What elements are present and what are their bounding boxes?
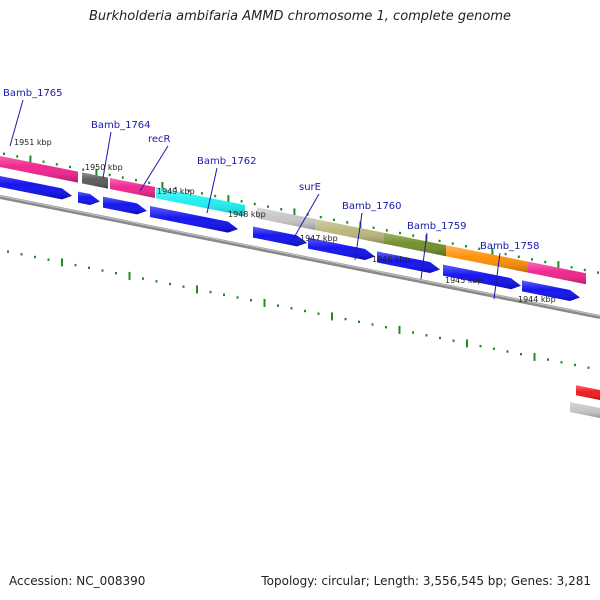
cds-track [0,175,580,301]
leader-line [354,212,363,261]
kbp-label: 1946 kbp [372,255,410,264]
gene-label: surE [299,182,321,193]
gene-label: Bamb_1760 [342,201,402,212]
leader-line [493,252,501,300]
genome-summary-text: Topology: circular; Length: 3,556,545 bp… [261,574,591,588]
kbp-label: 1947 kbp [300,234,338,243]
gene-labels: Bamb_1765 Bamb_1764 recR Bamb_1762 surE Bamb_… [3,88,540,252]
gene-block [384,232,446,257]
gene-track [0,156,600,418]
leader-line [420,232,428,280]
kbp-label: 1950 kbp [85,163,123,172]
gene-label: Bamb_1762 [197,156,257,167]
label-leader-lines [9,99,501,300]
gene-block [528,261,586,285]
gene-block [0,156,78,183]
cds-arrow [78,191,100,205]
gene-label: Bamb_1758 [480,241,540,252]
cds-arrow [0,175,72,200]
map-title: Burkholderia ambifaria AMMD chromosome 1… [88,9,512,24]
gene-label: Bamb_1759 [407,221,467,232]
leader-line [139,145,169,192]
gene-block [110,178,155,198]
kbp-label: 1948 kbp [228,210,266,219]
gene-block [315,219,384,244]
cds-arrow [103,196,147,215]
kbp-label: 1945 kbp [445,276,483,285]
gene-block [82,172,108,189]
gene-block [446,245,528,273]
leader-line [9,99,24,147]
leader-line [102,131,112,179]
leader-line [291,193,320,242]
cds-arrow [377,251,440,273]
cds-arrow [150,206,238,233]
gene-block [576,385,600,400]
gene-block [570,402,600,418]
cds-arrow [308,237,375,260]
chromosome-backbone [0,195,600,319]
gene-block [156,187,245,216]
kbp-label: 1949 kbp [157,187,195,196]
leader-line [206,167,218,214]
outer-tick-marks [3,152,599,274]
gene-label: recR [148,134,171,145]
cds-arrow [253,226,307,247]
inner-tick-marks [7,250,590,369]
gene-block [257,207,315,230]
gene-label: Bamb_1764 [91,120,151,131]
accession-text: Accession: NC_008390 [9,574,146,588]
backbone-line [0,195,600,319]
cds-arrow [522,280,580,301]
kbp-label: 1944 kbp [518,295,556,304]
gene-label: Bamb_1765 [3,88,63,99]
kbp-labels: 1951 kbp 1950 kbp 1949 kbp 1948 kbp 1947 kbp… [14,138,556,304]
kbp-label: 1951 kbp [14,138,52,147]
cds-arrow [443,264,521,290]
backbone-highlight [0,195,600,317]
